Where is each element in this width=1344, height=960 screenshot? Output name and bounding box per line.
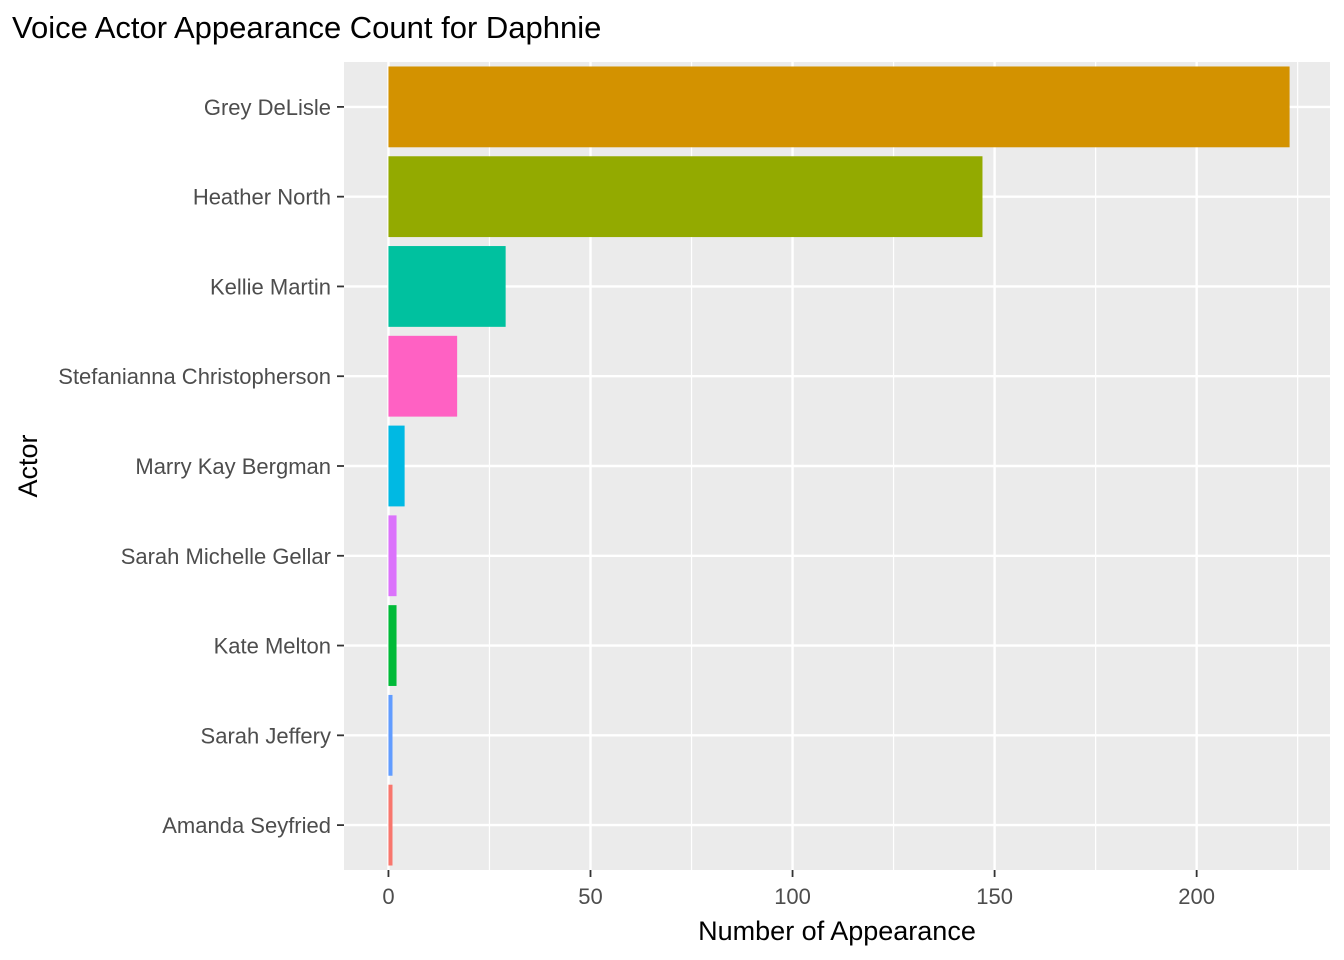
bar: [388, 66, 1290, 148]
x-tick-label: 100: [774, 884, 811, 909]
y-tick-label: Grey DeLisle: [204, 95, 331, 120]
x-tick-label: 150: [976, 884, 1013, 909]
y-tick-label: Stefanianna Christopherson: [58, 364, 331, 389]
y-axis-title: Actor: [13, 434, 43, 497]
y-tick-label: Marry Kay Bergman: [135, 454, 331, 479]
bars: [388, 66, 1290, 866]
y-tick-label: Kate Melton: [214, 634, 331, 659]
x-axis-title: Number of Appearance: [698, 916, 976, 946]
y-tick-label: Sarah Jeffery: [201, 723, 331, 748]
bar: [388, 335, 458, 417]
y-tick-label: Sarah Michelle Gellar: [121, 544, 331, 569]
bar: [388, 246, 506, 327]
x-tick-label: 50: [578, 884, 602, 909]
y-tick-label: Heather North: [193, 185, 331, 210]
bar: [388, 425, 405, 507]
y-tick-label: Amanda Seyfried: [162, 813, 331, 838]
axes: Grey DeLisle Heather North Kellie Martin St…: [58, 95, 1215, 909]
chart-title: Voice Actor Appearance Count for Daphnie: [12, 10, 602, 45]
bar: [388, 605, 397, 686]
y-tick-label: Kellie Martin: [210, 274, 331, 299]
x-tick-label: 200: [1178, 884, 1215, 909]
x-tick-label: 0: [382, 884, 394, 909]
bar: [388, 694, 393, 776]
bar: [388, 515, 397, 597]
bar: [388, 784, 393, 866]
bar: [388, 156, 983, 238]
